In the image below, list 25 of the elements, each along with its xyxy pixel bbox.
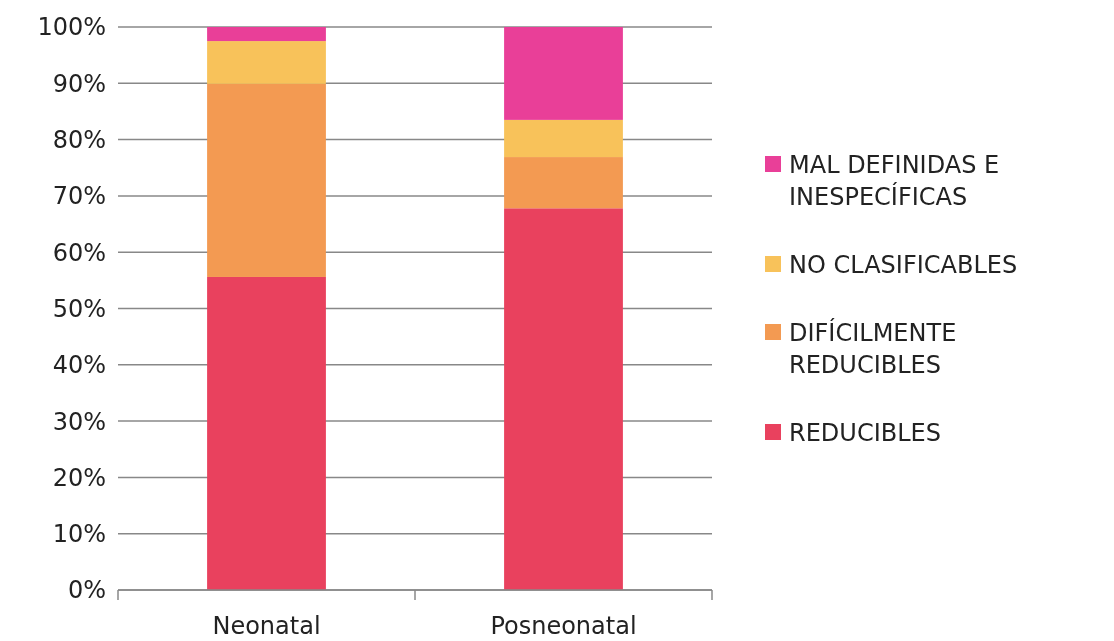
y-tick-label: 30% <box>52 407 106 436</box>
bar <box>207 27 326 42</box>
bar <box>207 83 326 277</box>
legend-label: MAL DEFINIDAS E INESPECÍFICAS <box>789 151 1000 212</box>
y-tick-label: 20% <box>52 463 106 492</box>
legend-label: REDUCIBLES <box>789 419 941 448</box>
x-tick-label: Posneonatal <box>490 612 637 640</box>
y-tick-label: 60% <box>52 238 106 267</box>
bar <box>207 276 326 590</box>
bar <box>504 119 623 158</box>
y-tick-label: 0% <box>67 576 106 605</box>
y-tick-label: 70% <box>52 182 106 211</box>
legend-label: NO CLASIFICABLES <box>789 251 1018 280</box>
y-tick-label: 80% <box>52 126 106 154</box>
bar <box>207 41 326 84</box>
bar <box>504 208 623 590</box>
bar <box>504 27 623 120</box>
bar <box>504 157 623 209</box>
x-tick-label: Neonatal <box>212 612 321 640</box>
y-tick-label: 10% <box>52 520 106 549</box>
y-tick-label: 90% <box>52 69 106 98</box>
legend-label: DIFÍCILMENTE REDUCIBLES <box>789 318 957 380</box>
y-tick-label: 50% <box>52 294 106 323</box>
y-tick-label: 40% <box>52 351 106 380</box>
y-tick-label: 100% <box>37 13 106 42</box>
